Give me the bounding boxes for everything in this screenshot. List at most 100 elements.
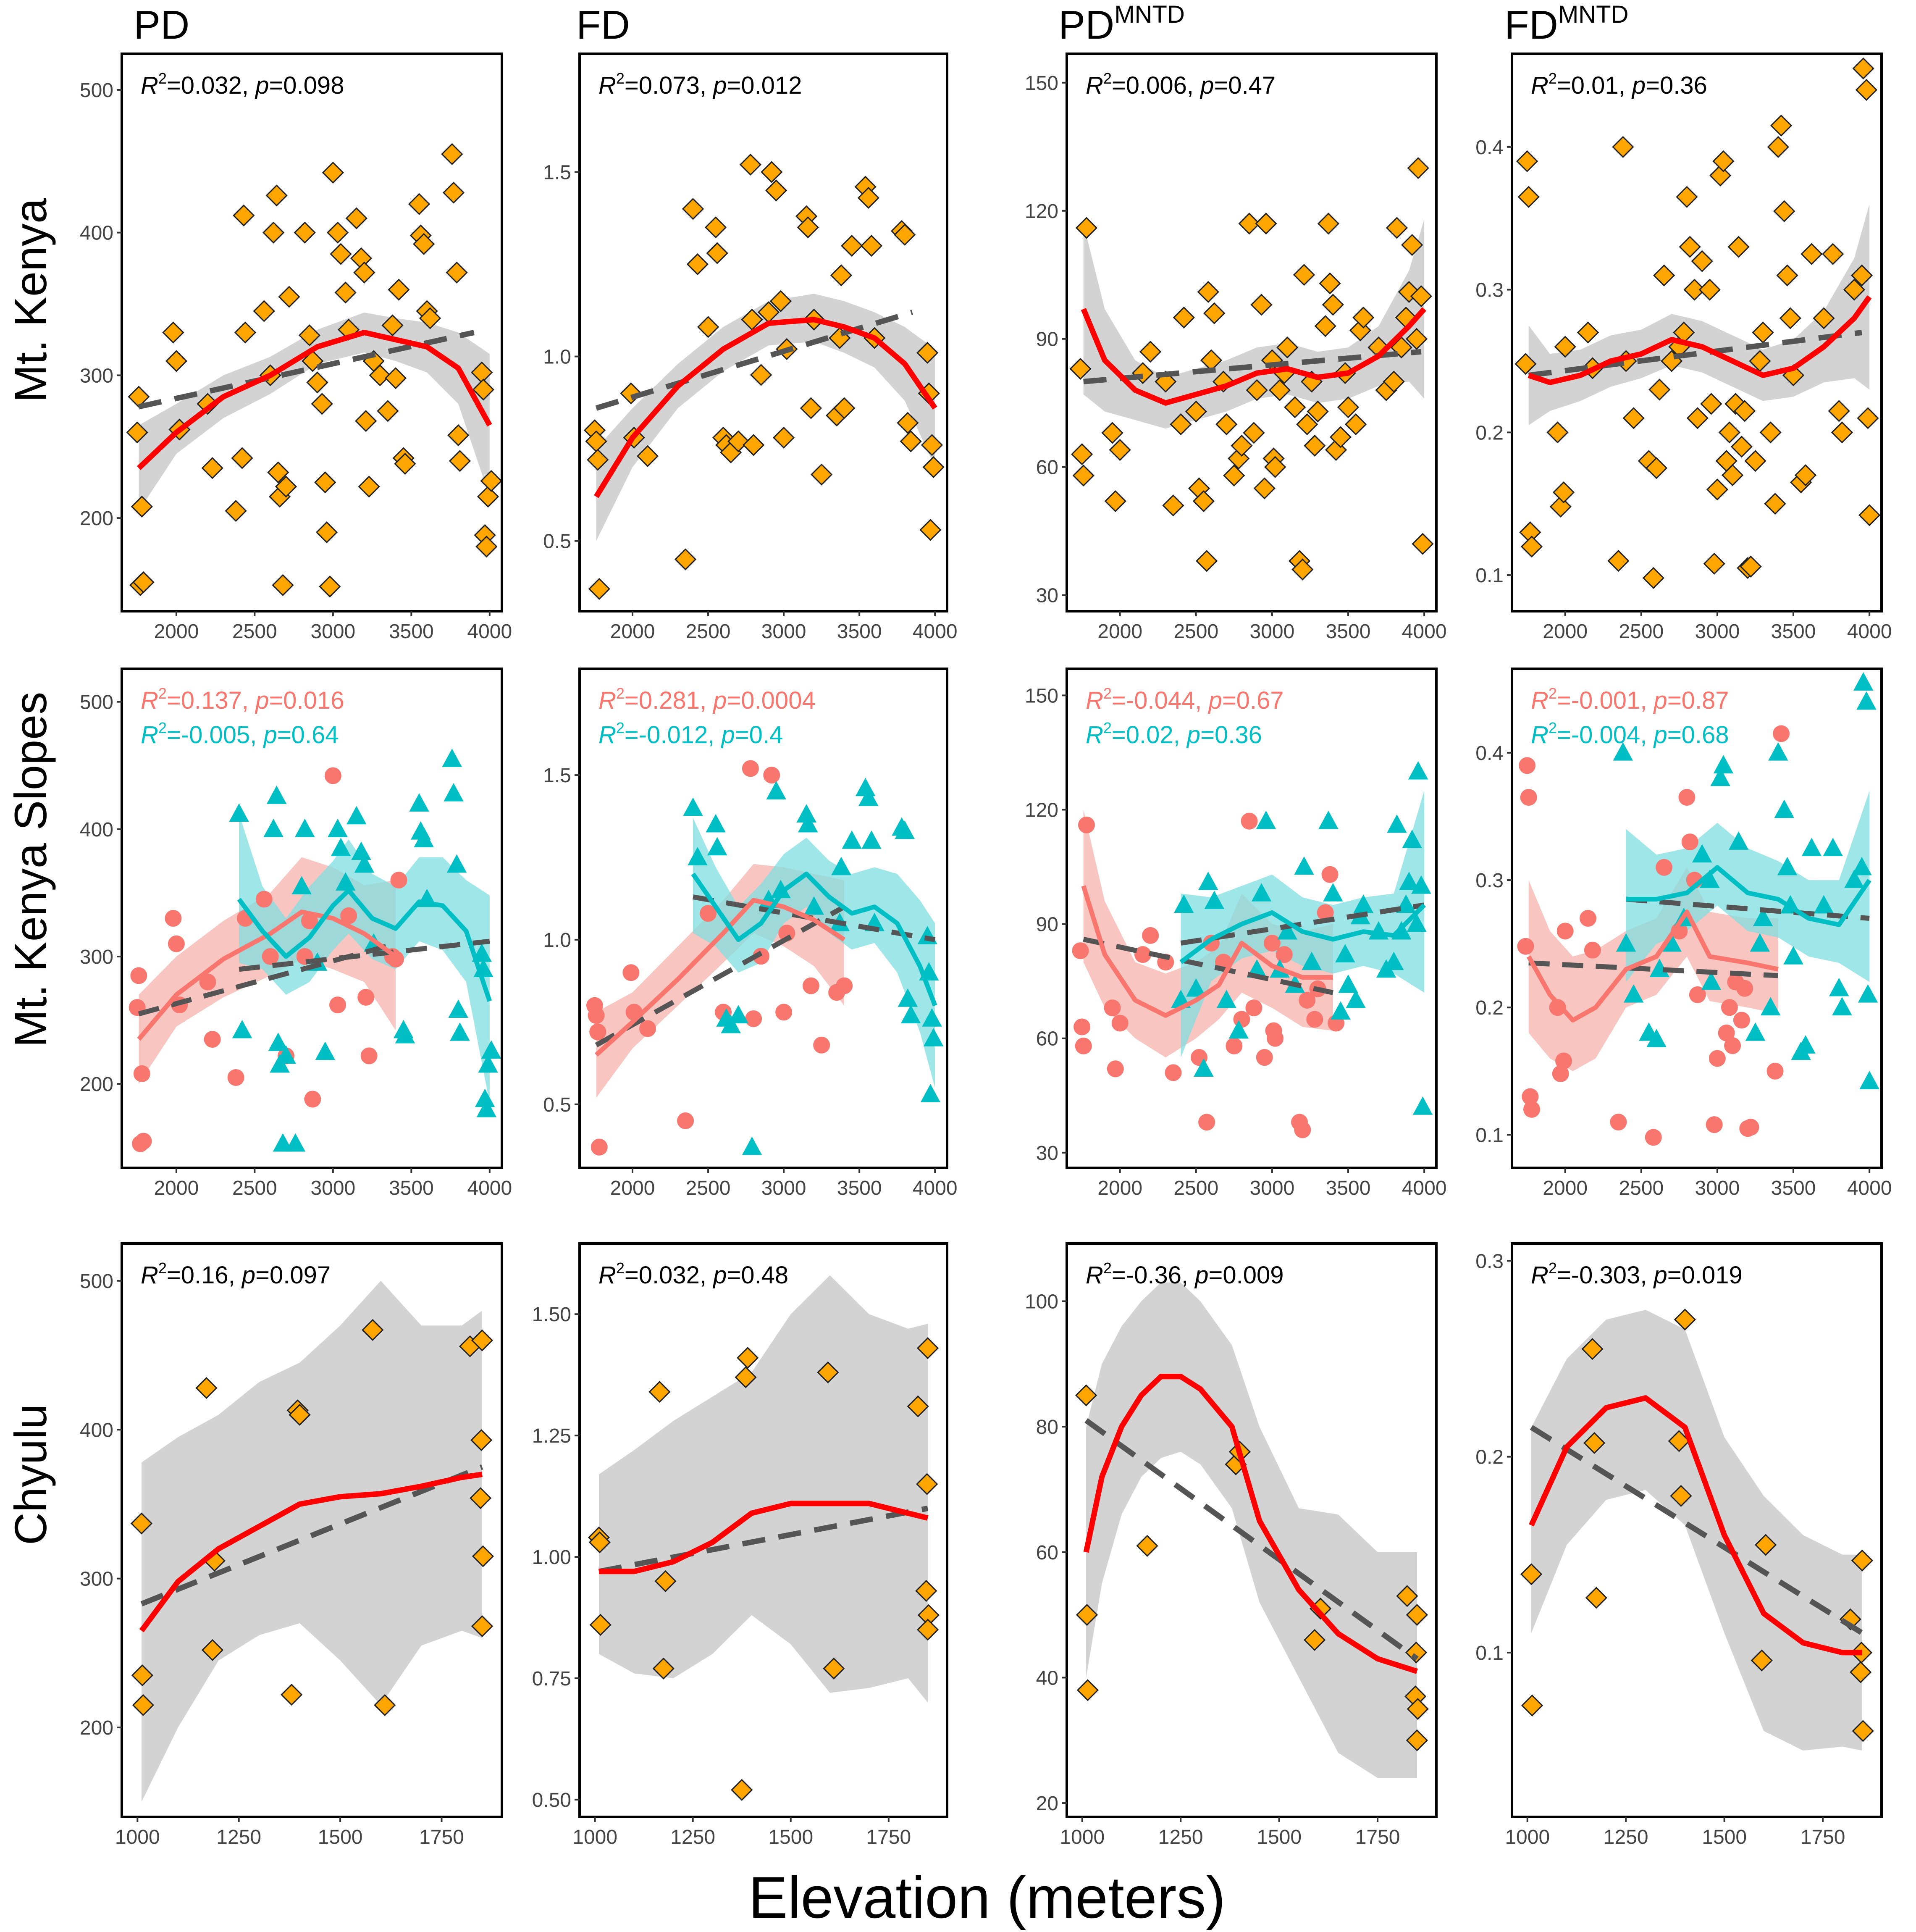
data-point-57 [1813,307,1835,329]
data-point-11 [1170,413,1192,436]
data-point-6 [165,350,188,372]
smooth-fit-upper-slope [691,871,937,1007]
data-point-24 [1679,236,1701,258]
stats-annotation-0: R2=-0.303, p=0.019 [1531,1259,1743,1289]
data-point-lower-1 [588,1007,605,1024]
data-point-43 [1304,434,1326,457]
data-point-46 [1759,421,1782,444]
y-tick-label-1: 60 [1036,1028,1058,1050]
data-point-1 [1521,1694,1543,1716]
data-point-upper-1 [688,847,708,865]
data-point-upper-16 [1753,908,1773,926]
y-tick-label-4: 100 [1025,1291,1058,1313]
data-point-upper-18 [1768,742,1788,761]
data-point-29 [1253,477,1276,499]
y-tick-label-3: 120 [1025,200,1058,223]
data-point-24 [1231,434,1253,457]
row-title-mt-kenya-slopes: Mt. Kenya Slopes [5,692,56,1047]
confidence-band [599,1275,928,1703]
plot-area [126,143,502,598]
data-point-lower-1 [1519,757,1536,774]
data-point-lower-6 [639,1020,656,1037]
x-tick-label-3: 3500 [1326,1177,1371,1199]
data-point-lower-15 [1226,1037,1243,1054]
x-tick-label-1: 1250 [216,1826,261,1848]
data-point-upper-21 [395,1025,415,1044]
data-point-upper-11 [796,804,816,823]
data-point-46 [1317,213,1340,235]
data-point-0 [130,1512,153,1535]
data-point-5 [1546,421,1569,444]
column-title-pd-mntd-sup: MNTD [1114,1,1185,28]
data-point-3 [195,1377,218,1399]
y-tick-label-2: 0.3 [1475,279,1504,302]
x-tick-label-0: 2000 [1543,1177,1588,1199]
x-tick-label-4: 4000 [1847,620,1892,643]
data-point-upper-35 [1412,1096,1433,1115]
data-point-upper-23 [1353,894,1373,913]
data-point-lower-20 [1709,1050,1726,1067]
data-point-upper-22 [409,793,429,812]
data-point-57 [447,424,470,447]
data-point-lower-6 [1111,1015,1129,1032]
data-point-upper-26 [442,749,462,767]
data-point-11 [1607,549,1630,572]
x-tick-label-1: 2500 [1173,620,1218,643]
x-tick-label-3: 3500 [389,1177,434,1199]
panel-r1c1: 0.5 1.0 1.5 2000 2500 3000 3500 4000 R2=0.281, p… [543,668,958,1199]
data-point-upper-10 [1701,971,1722,990]
data-point-38 [353,261,375,284]
panel-r1c0: 200 300 400 500 2000 2500 3000 3500 4000 R2=0.137… [80,668,512,1199]
data-point-0 [1075,1384,1097,1406]
data-point-upper-18 [858,787,879,806]
data-point-21 [272,574,294,596]
data-point-upper-2 [263,818,283,837]
data-point-lower-10 [227,1069,244,1086]
data-point-upper-32 [1853,672,1874,691]
data-point-34 [334,281,357,304]
data-point-6 [731,1779,753,1801]
x-tick-label-4: 4000 [1402,1177,1447,1199]
data-point-36 [1276,336,1299,359]
data-point-upper-33 [1856,691,1877,710]
data-point-10 [225,500,247,522]
data-point-lower-10 [1584,941,1601,959]
data-point-54 [1349,319,1372,342]
data-point-upper-32 [1407,913,1427,932]
panel-frame [1511,1242,1883,1818]
linear-fit [140,1464,483,1606]
y-tick-label-2: 1.5 [543,765,571,787]
plot-area [1069,157,1434,581]
data-point-lower-17 [304,1091,321,1108]
data-point-33 [330,243,352,265]
stats-annotation-0: R2=0.032, p=0.098 [141,70,344,99]
data-point-lower-15 [1678,789,1696,806]
data-point-29 [315,521,338,544]
data-point-lower-30 [1321,866,1339,883]
x-tick-label-0: 1000 [115,1826,160,1848]
y-tick-label-3: 80 [1036,1416,1058,1438]
data-point-upper-28 [1829,978,1849,996]
x-tick-label-1: 1250 [670,1826,715,1848]
data-point-35 [1718,421,1741,444]
data-point-upper-19 [1335,944,1355,962]
data-point-upper-10 [771,880,791,899]
data-point-9 [686,253,709,276]
x-tick-label-3: 3500 [389,620,434,643]
data-point-46 [388,279,410,301]
linear-fit [598,1506,929,1575]
plot-area [583,153,945,600]
y-tick-label-0: 200 [80,1073,113,1096]
data-point-lower-4 [135,1133,152,1150]
data-point-2 [1517,186,1540,208]
data-point-lower-8 [1142,927,1159,944]
panel-r0c3: 0.1 0.2 0.3 0.4 2000 2500 3000 3500 4000 R2=0.01,… [1475,53,1892,643]
data-point-upper-24 [414,829,434,847]
y-tick-label-3: 0.4 [1475,137,1504,159]
y-tick-label-0: 20 [1036,1793,1058,1815]
linear-fit-upper-slope [239,938,490,972]
data-point-upper-35 [478,1054,498,1073]
data-point-32 [1709,164,1732,187]
data-point-lower-23 [1276,946,1293,963]
data-point-29 [800,397,822,419]
